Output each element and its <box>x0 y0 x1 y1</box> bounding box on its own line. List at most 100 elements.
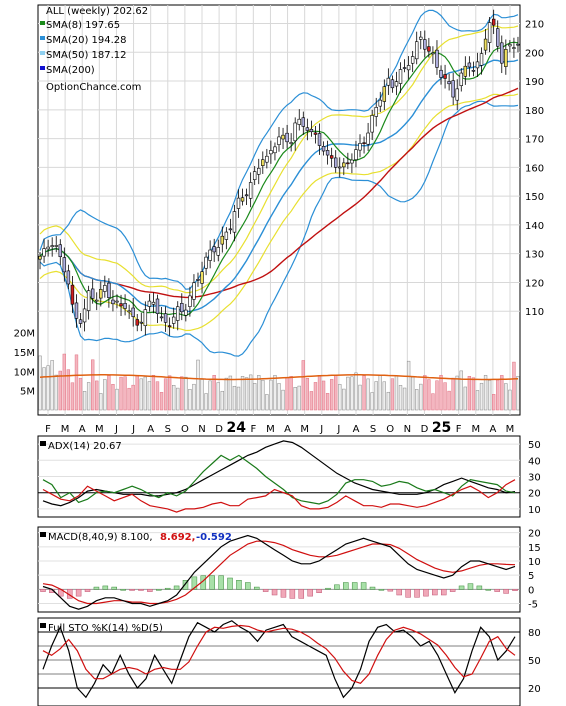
volume-tick-label: 15M <box>14 348 35 359</box>
candle-body <box>86 290 91 311</box>
volume-bar <box>410 376 415 411</box>
chart-title: ALL (weekly) 202.62 <box>46 6 148 17</box>
candle-body <box>500 42 504 64</box>
sto-legend-swatch <box>40 623 46 628</box>
macd-histogram-bar <box>351 582 358 590</box>
candle-body <box>496 28 500 47</box>
envelope-upper-line <box>39 25 519 294</box>
x-tick-label: A <box>489 424 496 435</box>
candle-body <box>273 146 277 154</box>
volume-bar <box>176 387 180 411</box>
bollinger-upper-line <box>39 9 519 290</box>
candle-body <box>512 47 516 49</box>
volume-bar <box>248 374 253 411</box>
macd-histogram-bar <box>449 589 456 592</box>
macd-histogram-bar <box>503 589 509 594</box>
watermark-label: OptionChance.com <box>46 82 141 93</box>
macd-histogram-bar <box>325 587 331 590</box>
volume-bar <box>402 387 407 411</box>
candle-body <box>410 56 415 64</box>
volume-bar <box>439 375 443 411</box>
volume-bar <box>123 376 127 411</box>
candle-body <box>419 36 423 40</box>
macd-histogram-bar <box>111 586 117 590</box>
volume-bar <box>386 391 391 411</box>
x-tick-label: 25 <box>432 420 451 436</box>
legend-label: SMA(20) 194.28 <box>46 35 127 46</box>
candle-body <box>46 246 50 250</box>
macd-histogram-bar <box>280 589 287 598</box>
volume-bar <box>512 361 516 411</box>
candle-body <box>212 246 216 253</box>
candle-body <box>70 284 75 305</box>
candle-body <box>285 132 289 143</box>
macd-tick-label: -5 <box>528 600 538 611</box>
candle-body <box>358 143 362 151</box>
candle-body <box>180 303 184 313</box>
candle-body <box>402 67 407 69</box>
x-tick-label: J <box>319 424 323 435</box>
x-tick-label: J <box>131 424 135 435</box>
bollinger-lower-line <box>39 100 519 357</box>
adx-title: ADX(14) 20.67 <box>48 441 122 452</box>
volume-bar <box>269 379 273 411</box>
volume-tick-label: 5M <box>20 387 35 398</box>
volume-bar <box>184 376 188 411</box>
macd-histogram-bar <box>253 586 260 590</box>
volume-bar <box>139 378 143 411</box>
volume-bar <box>350 376 354 411</box>
candle-body <box>342 162 346 168</box>
macd-histogram-bar <box>334 584 340 590</box>
adx-tick-label: 40 <box>528 456 541 467</box>
candle-body <box>423 39 427 50</box>
candle-body <box>265 155 269 163</box>
x-tick-label: A <box>353 424 360 435</box>
x-tick-label: 24 <box>226 420 246 436</box>
volume-bar <box>459 370 463 411</box>
candle-body <box>281 134 285 140</box>
volume-bar <box>293 387 297 411</box>
macd-histogram-bar <box>147 589 153 592</box>
volume-bar <box>390 378 395 411</box>
volume-bar <box>91 359 95 411</box>
macd-histogram-bar <box>378 589 385 591</box>
candle-body <box>176 306 180 321</box>
macd-tick-label: 0 <box>528 585 534 596</box>
candle-body <box>378 99 382 107</box>
volume-bar <box>334 375 338 411</box>
volume-bar <box>253 383 257 411</box>
volume-bar <box>471 377 476 411</box>
volume-bar <box>62 353 66 411</box>
macd-histogram-bar <box>271 589 278 596</box>
volume-bar <box>103 379 107 411</box>
volume-bar <box>285 377 289 411</box>
volume-bar <box>504 383 508 411</box>
macd-histogram-bar <box>156 589 162 591</box>
volume-bar <box>86 382 91 411</box>
candle-body <box>163 313 168 323</box>
volume-bar <box>261 379 265 411</box>
volume-bar <box>220 390 224 411</box>
macd-line <box>42 534 516 610</box>
sma50-line <box>39 87 519 299</box>
sto-series-k <box>42 620 516 699</box>
candle-body <box>398 69 403 84</box>
candle-body <box>459 72 463 86</box>
volume-bar <box>74 354 79 411</box>
price-tick-label: 180 <box>525 106 544 117</box>
candle-body <box>333 157 338 168</box>
volume-bar <box>281 389 285 411</box>
volume-bar <box>297 385 301 411</box>
candle-body <box>208 249 212 261</box>
candle-body <box>50 245 54 247</box>
macd-histogram-bar <box>307 589 313 597</box>
candle-body <box>350 159 354 164</box>
macd-histogram-bar <box>458 585 465 590</box>
candle-body <box>386 77 391 86</box>
candle-body <box>135 319 139 326</box>
volume-tick-label: 10M <box>14 367 35 378</box>
volume-bar <box>216 382 220 411</box>
price-tick-label: 210 <box>525 20 544 31</box>
volume-bar <box>99 393 103 411</box>
